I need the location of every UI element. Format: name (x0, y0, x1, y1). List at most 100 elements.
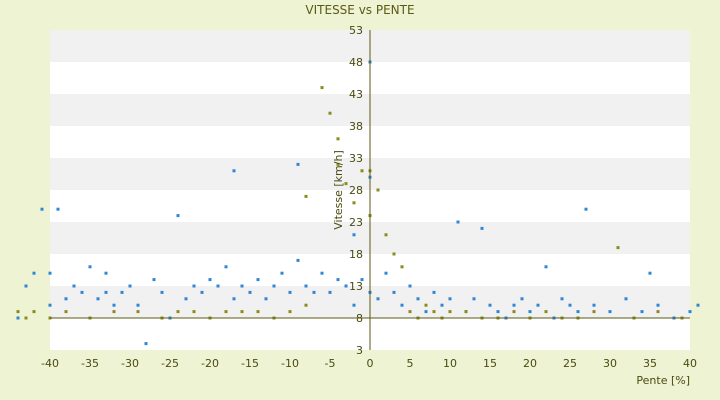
data-point (280, 271, 284, 275)
data-point (128, 284, 132, 288)
data-point (112, 303, 116, 307)
x-tick-label: 40 (683, 357, 697, 370)
data-point (520, 297, 524, 301)
data-point (224, 310, 228, 314)
data-point (480, 226, 484, 230)
data-point (456, 220, 460, 224)
data-point (648, 271, 652, 275)
data-point (352, 303, 356, 307)
data-point (144, 342, 148, 346)
data-point (608, 310, 612, 314)
data-point (624, 297, 628, 301)
y-tick-label: 28 (349, 184, 363, 197)
data-point (40, 207, 44, 211)
x-tick-label: -30 (121, 357, 139, 370)
data-point (528, 310, 532, 314)
data-point (336, 162, 340, 166)
data-point (344, 182, 348, 186)
data-point (296, 162, 300, 166)
data-point (248, 290, 252, 294)
data-point (48, 303, 52, 307)
y-tick-label: 53 (349, 24, 363, 37)
data-point (104, 271, 108, 275)
data-point (104, 290, 108, 294)
data-point (688, 310, 692, 314)
data-point (472, 297, 476, 301)
data-point (512, 303, 516, 307)
data-point (584, 207, 588, 211)
data-point (80, 290, 84, 294)
data-point (352, 201, 356, 205)
y-tick-label: 23 (349, 216, 363, 229)
data-point (440, 303, 444, 307)
data-point (384, 271, 388, 275)
x-tick-label: -15 (241, 357, 259, 370)
data-point (160, 290, 164, 294)
data-point (232, 169, 236, 173)
data-point (376, 297, 380, 301)
data-point (592, 310, 596, 314)
data-point (32, 271, 36, 275)
data-point (256, 278, 260, 282)
y-tick-label: 13 (349, 280, 363, 293)
data-point (352, 233, 356, 237)
data-point (336, 137, 340, 141)
data-point (256, 310, 260, 314)
data-point (120, 290, 124, 294)
data-point (328, 290, 332, 294)
data-point (336, 278, 340, 282)
y-tick-label: 18 (349, 248, 363, 261)
x-tick-label: 25 (563, 357, 577, 370)
data-point (208, 278, 212, 282)
data-point (176, 214, 180, 218)
data-point (568, 303, 572, 307)
data-point (56, 207, 60, 211)
data-point (312, 290, 316, 294)
data-point (136, 310, 140, 314)
x-tick-label: 0 (367, 357, 374, 370)
data-point (64, 297, 68, 301)
data-point (32, 310, 36, 314)
data-point (96, 297, 100, 301)
data-point (288, 310, 292, 314)
data-point (360, 169, 364, 173)
data-point (696, 303, 700, 307)
data-point (264, 297, 268, 301)
x-tick-label: -35 (81, 357, 99, 370)
data-point (544, 310, 548, 314)
data-point (240, 310, 244, 314)
x-tick-label: 30 (603, 357, 617, 370)
x-tick-label: -20 (201, 357, 219, 370)
data-point (200, 290, 204, 294)
data-point (216, 284, 220, 288)
x-tick-label: 35 (643, 357, 657, 370)
data-point (224, 265, 228, 269)
data-point (288, 290, 292, 294)
y-tick-label: 3 (356, 344, 363, 357)
y-tick-label: 33 (349, 152, 363, 165)
y-tick-label: 48 (349, 56, 363, 69)
data-point (152, 278, 156, 282)
data-point (384, 233, 388, 237)
data-point (192, 284, 196, 288)
data-point (16, 310, 20, 314)
data-point (656, 303, 660, 307)
data-point (640, 310, 644, 314)
data-point (72, 284, 76, 288)
data-point (496, 310, 500, 314)
data-point (320, 86, 324, 90)
data-point (512, 310, 516, 314)
data-point (136, 303, 140, 307)
data-point (376, 188, 380, 192)
data-point (64, 310, 68, 314)
data-point (544, 265, 548, 269)
y-tick-label: 38 (349, 120, 363, 133)
data-point (616, 246, 620, 250)
x-tick-label: 15 (483, 357, 497, 370)
data-point (432, 290, 436, 294)
data-point (592, 303, 596, 307)
data-point (296, 258, 300, 262)
data-point (424, 303, 428, 307)
